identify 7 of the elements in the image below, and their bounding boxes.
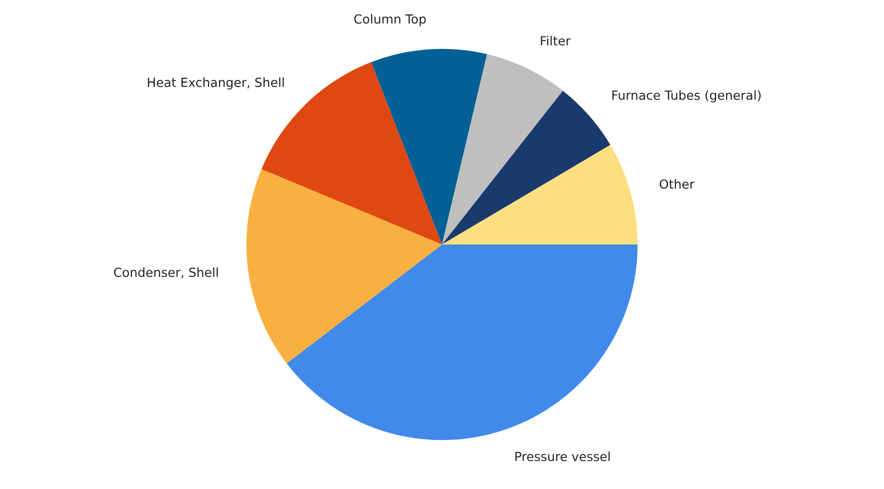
slice-label: Furnace Tubes (general) <box>612 90 761 102</box>
slice-label: Column Top <box>354 14 426 26</box>
slice-label: Heat Exchanger, Shell <box>148 77 284 90</box>
slice-label: Condenser, Shell <box>114 267 218 278</box>
slice-label: Filter <box>540 36 571 46</box>
slice-label: Other <box>660 179 694 189</box>
slice-label: Pressure vessel <box>515 451 610 462</box>
